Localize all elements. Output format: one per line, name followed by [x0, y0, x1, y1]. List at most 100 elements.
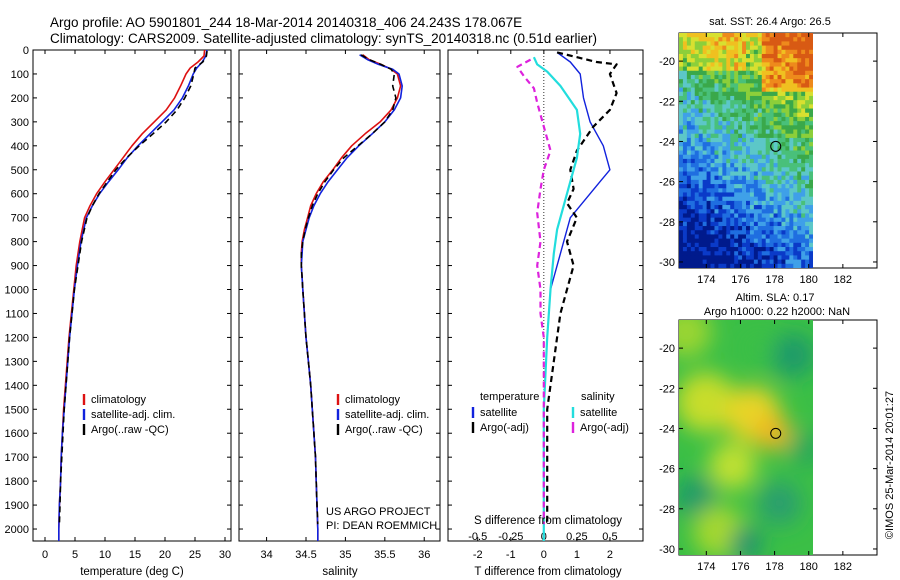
sst-pixel — [773, 116, 778, 122]
sst-pixel — [809, 200, 813, 206]
sst-pixel — [757, 150, 763, 156]
salinity-panel: 34 34.5 35 35.5 36 salinity climatologysatel… — [238, 49, 441, 578]
sst-pixel — [682, 188, 688, 193]
sst-pixel — [682, 70, 688, 76]
sst-pixel — [797, 158, 802, 164]
sst-pixel — [734, 226, 739, 231]
sst-pixel — [761, 255, 767, 261]
sst-pixel — [698, 41, 704, 46]
legend-entry: Argo(..raw -QC) — [345, 424, 423, 436]
sst-pixel — [710, 49, 715, 55]
sst-pixel — [738, 217, 743, 223]
sst-pixel — [781, 66, 786, 72]
sst-pixel — [690, 171, 696, 177]
sst-pixel — [690, 53, 696, 59]
sst-pixel — [694, 133, 700, 139]
sst-pixel — [698, 158, 704, 164]
sst-pixel — [805, 41, 810, 46]
sst-pixel — [706, 146, 711, 151]
sst-pixel — [718, 255, 723, 261]
sst-pixel — [797, 163, 802, 168]
sst-pixel — [753, 121, 759, 126]
sst-pixel — [746, 184, 751, 189]
sst-pixel — [781, 100, 786, 105]
map-lat-label: -22 — [659, 96, 675, 108]
sst-pixel — [785, 116, 790, 122]
sst-pixel — [809, 150, 813, 156]
sst-pixel — [726, 125, 731, 130]
argo-location-marker — [770, 140, 782, 152]
sst-pixel — [809, 188, 813, 193]
sst-pixel — [785, 45, 790, 51]
sst-pixel — [694, 154, 700, 160]
sst-pixel — [679, 209, 684, 214]
sst-pixel — [761, 196, 767, 202]
sst-pixel — [749, 79, 755, 84]
sst-pixel — [749, 230, 755, 235]
sst-pixel — [809, 70, 813, 76]
sst-pixel — [679, 154, 684, 160]
sst-pixel — [781, 158, 786, 164]
sst-pixel — [698, 58, 704, 63]
sst-pixel — [773, 196, 778, 202]
sst-pixel — [749, 87, 755, 93]
sst-pixel — [761, 238, 767, 244]
sst-pixel — [706, 154, 711, 160]
sst-pixel — [710, 45, 715, 51]
sst-pixel — [753, 230, 759, 235]
sst-pixel — [694, 142, 700, 147]
sst-pixel — [690, 167, 696, 172]
sst-pixel — [710, 83, 715, 88]
sst-pixel — [710, 192, 715, 198]
sst-pixel — [753, 192, 759, 198]
header-line-1: Argo profile: AO 5901801_244 18-Mar-2014… — [50, 15, 522, 30]
sst-pixel — [757, 104, 763, 109]
sst-pixel — [726, 192, 731, 198]
map-lat-label: -30 — [659, 544, 675, 556]
sst-pixel — [749, 74, 755, 80]
salinity-plot-frame — [238, 49, 441, 542]
sst-pixel — [718, 58, 723, 63]
sst-pixel — [682, 226, 688, 231]
sst-pixel — [773, 205, 778, 210]
sst-pixel — [710, 74, 715, 80]
sst-pixel — [785, 33, 790, 38]
sst-pixel — [769, 247, 774, 252]
sst-pixel — [686, 129, 692, 135]
sst-pixel — [706, 142, 711, 147]
sst-pixel — [690, 221, 696, 227]
sst-pixel — [734, 116, 739, 122]
sst-pixel — [749, 112, 755, 118]
sst-pixel — [749, 95, 755, 101]
sst-pixel — [706, 255, 711, 261]
sst-pixel — [734, 200, 739, 206]
sst-pixel — [797, 184, 802, 189]
sst-pixel — [738, 226, 743, 231]
sst-pixel — [765, 125, 771, 130]
sst-pixel — [805, 242, 810, 248]
sst-pixel — [765, 41, 771, 46]
sst-pixel — [793, 41, 798, 46]
sst-pixel — [726, 79, 731, 84]
sst-pixel — [797, 33, 802, 38]
sst-pixel — [769, 116, 774, 122]
sst-pixel — [706, 137, 711, 143]
sst-pixel — [726, 230, 731, 235]
sst-pixel — [718, 108, 723, 114]
sst-pixel — [734, 255, 739, 261]
sst-pixel — [730, 192, 735, 198]
sst-pixel — [714, 116, 719, 122]
sst-pixel — [702, 242, 707, 248]
sst-pixel — [702, 33, 707, 38]
sst-pixel — [805, 58, 810, 63]
sst-pixel — [805, 91, 810, 97]
sst-pixel — [682, 184, 688, 189]
map-lon-label: 182 — [834, 561, 852, 573]
sst-pixel — [742, 158, 747, 164]
sst-pixel — [686, 45, 692, 51]
sst-pixel — [742, 167, 747, 172]
sst-pixel — [730, 217, 735, 223]
sst-pixel — [801, 100, 806, 105]
sst-pixel — [801, 255, 806, 261]
